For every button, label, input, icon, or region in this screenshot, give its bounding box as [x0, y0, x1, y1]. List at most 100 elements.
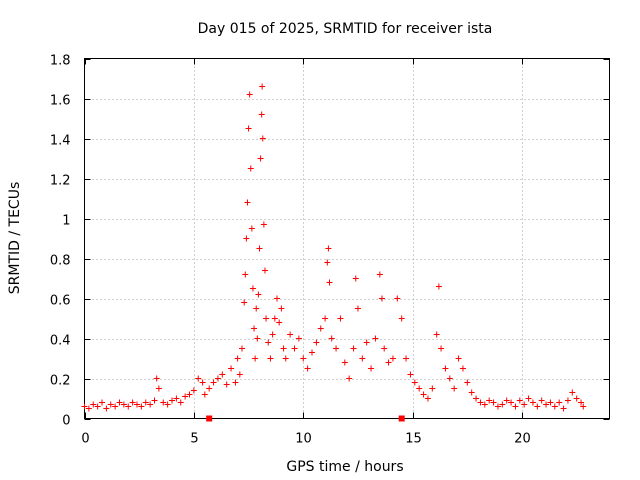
data-point [372, 335, 379, 342]
y-tick-labels: 0 0.2 0.4 0.6 0.8 1 1.2 1.4 1.6 1.8 [50, 54, 71, 429]
data-point [265, 339, 272, 346]
data-point [325, 245, 332, 252]
data-point [411, 379, 418, 386]
data-point [324, 259, 331, 266]
data-point [569, 389, 576, 396]
data-point [403, 355, 410, 362]
data-point [276, 319, 283, 326]
data-point [564, 397, 571, 404]
data-point [245, 125, 252, 132]
data-point [512, 403, 519, 410]
data-point [352, 275, 359, 282]
data-point [267, 355, 274, 362]
data-point [278, 305, 285, 312]
data-point [247, 165, 254, 172]
data-point [516, 397, 523, 404]
data-point [280, 345, 287, 352]
data-point [337, 315, 344, 322]
data-point [359, 355, 366, 362]
y-tick-label: 0.4 [50, 334, 71, 349]
data-point [291, 345, 298, 352]
data-point [538, 397, 545, 404]
data-point [543, 401, 550, 408]
data-point [269, 331, 276, 338]
y-tick-label: 0.8 [50, 254, 71, 269]
data-point [260, 221, 267, 228]
data-point [379, 295, 385, 302]
gap-marker [398, 415, 405, 422]
data-point [219, 371, 226, 378]
data-point [160, 399, 167, 406]
data-point [464, 379, 471, 386]
data-point [394, 295, 401, 302]
data-point [232, 379, 239, 386]
x-tick-label: 15 [405, 432, 422, 447]
y-tick-label: 0.6 [50, 294, 71, 309]
data-point [201, 391, 208, 398]
data-point [420, 391, 427, 398]
data-point [246, 91, 253, 98]
data-point [363, 339, 370, 346]
data-point [333, 345, 340, 352]
data-point [481, 401, 488, 408]
data-point [169, 397, 175, 404]
data-point [239, 345, 245, 352]
data-point [182, 393, 189, 400]
data-point [556, 399, 563, 406]
data-point [424, 395, 431, 402]
data-point [249, 285, 256, 292]
data-point [186, 391, 193, 398]
data-point [248, 225, 255, 232]
data-point [486, 397, 493, 404]
x-tick-label: 0 [81, 432, 89, 447]
data-point [252, 355, 259, 362]
data-point [341, 359, 348, 366]
data-point [429, 385, 436, 392]
data-point [274, 295, 280, 302]
data-point [477, 399, 484, 406]
data-point [455, 355, 462, 362]
data-point [317, 325, 324, 332]
y-tick-label: 0 [62, 414, 70, 429]
data-point [551, 403, 558, 410]
data-point [435, 283, 442, 290]
data-point [244, 199, 251, 206]
data-point [236, 371, 243, 378]
data-point [547, 399, 554, 406]
data-point [271, 315, 278, 322]
data-point [153, 375, 160, 382]
data-point [103, 405, 110, 412]
data-point [94, 403, 101, 410]
data-point [116, 399, 123, 406]
data-point [255, 291, 262, 298]
data-point [120, 401, 127, 408]
data-point [125, 403, 132, 410]
data-point [398, 315, 405, 322]
x-tick-label: 10 [295, 432, 312, 447]
data-point [85, 405, 92, 412]
data-point [206, 385, 213, 392]
y-tick-label: 0.2 [50, 374, 71, 389]
data-point [177, 399, 184, 406]
data-point [490, 399, 497, 406]
data-point [442, 365, 449, 372]
data-point [223, 381, 230, 388]
data-point [241, 299, 248, 306]
data-point [573, 395, 580, 402]
data-point [142, 399, 149, 406]
y-tick-label: 1 [62, 214, 70, 229]
data-point [304, 365, 311, 372]
data-point [494, 403, 501, 410]
data-point [90, 401, 97, 408]
data-point [138, 403, 145, 410]
data-point [309, 349, 315, 356]
data-point [438, 345, 445, 352]
data-point [259, 135, 266, 142]
data-point [503, 397, 510, 404]
data-point [251, 325, 258, 332]
data-point [243, 235, 250, 242]
data-point [525, 395, 532, 402]
data-point [446, 375, 453, 382]
data-point [164, 401, 171, 408]
